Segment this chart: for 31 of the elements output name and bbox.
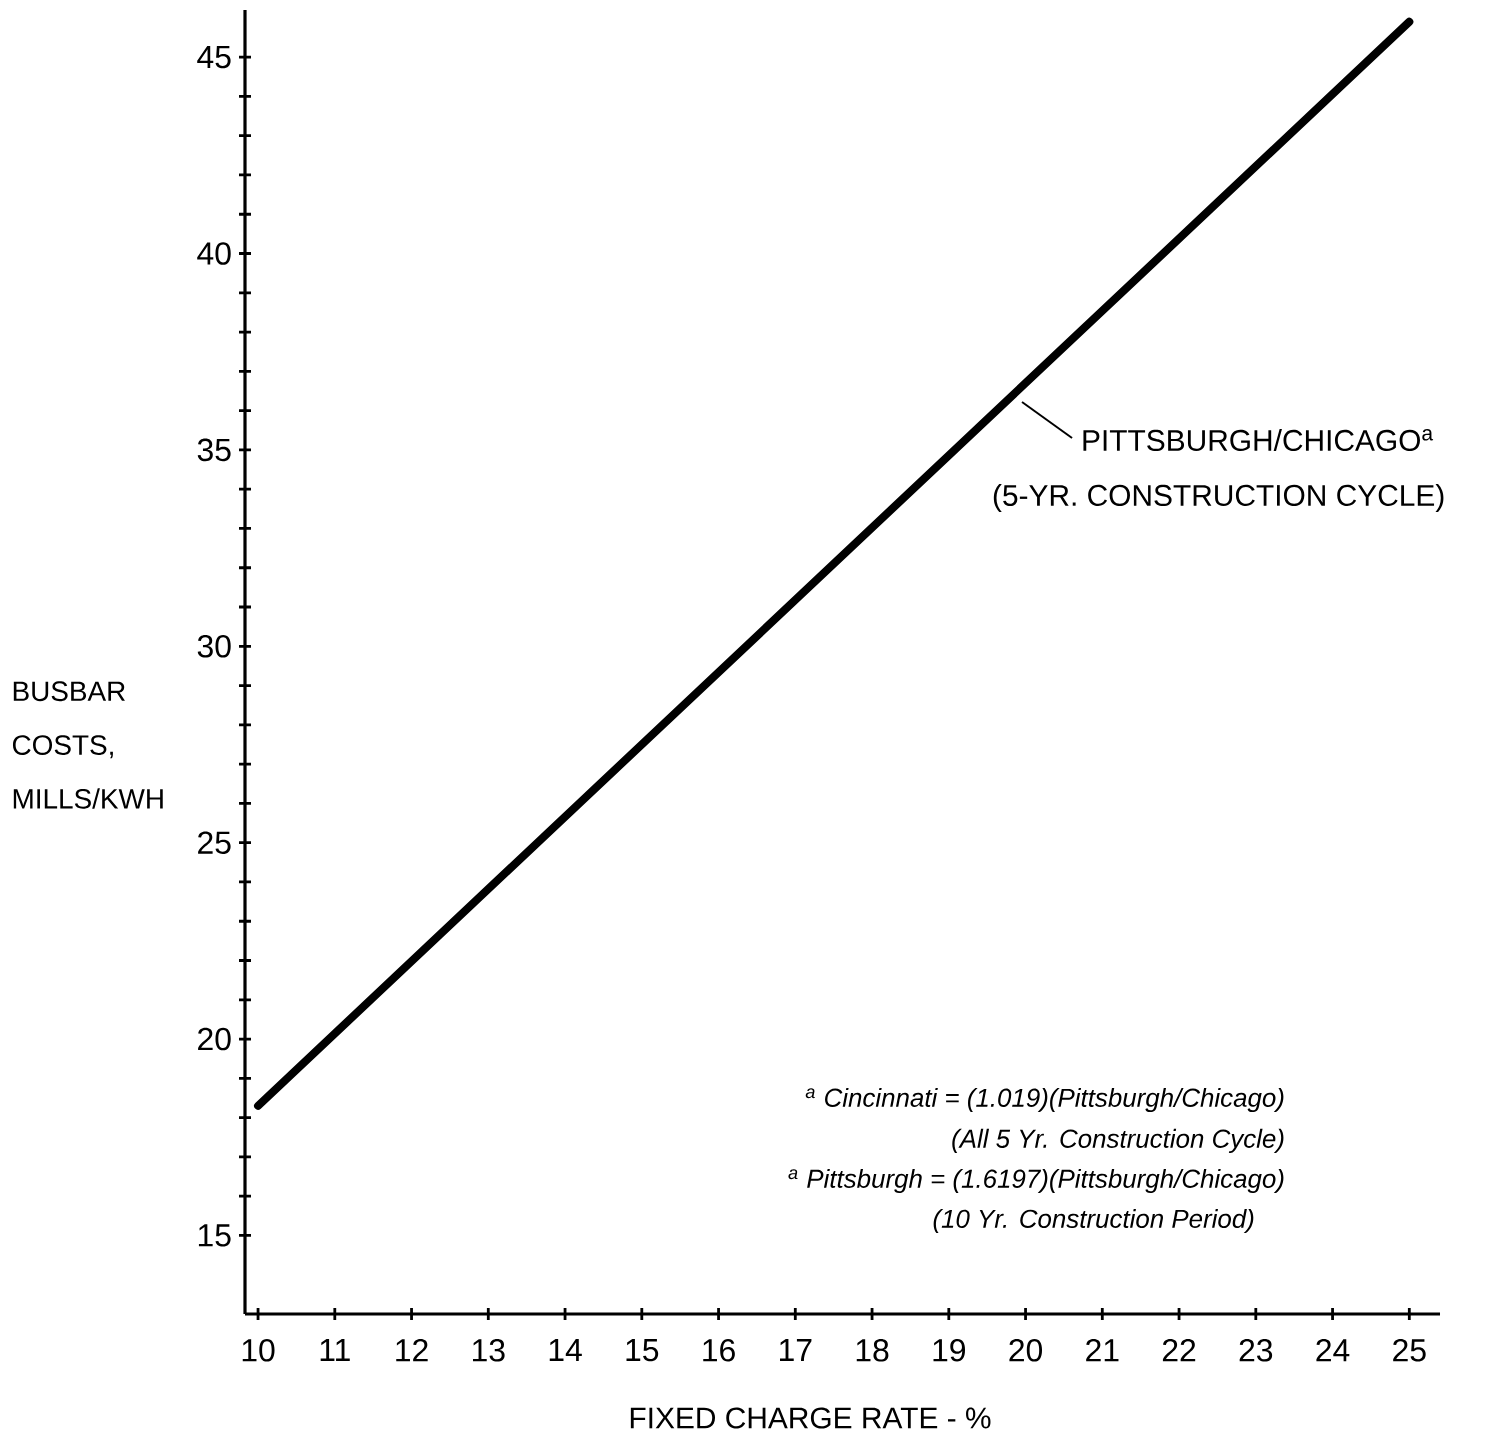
y-tick-label: 40 xyxy=(197,242,231,265)
x-tick-label: 10 xyxy=(242,1339,275,1362)
x-tick-label: 24 xyxy=(1316,1339,1350,1362)
y-tick-label: 20 xyxy=(198,1027,231,1051)
annotation: (5-YR. CONSTRUCTION CYCLE) xyxy=(993,484,1444,512)
annotation: (All 5 Yr. Construction Cycle) xyxy=(952,1128,1284,1154)
x-tick-label: 21 xyxy=(1086,1339,1119,1362)
text: BUSBAR COSTS, MILLS/KWH xyxy=(12,681,163,809)
x-tick-label: 13 xyxy=(473,1339,505,1362)
x-tick-label: 23 xyxy=(1239,1339,1273,1362)
annotation: $^{a}$ Cincinnati = (1.019)(Pittsburgh/Chicago) xyxy=(805,1087,1284,1113)
annotation: (10 Yr. Construction Period) xyxy=(933,1208,1254,1234)
x-tick-label: 20 xyxy=(1009,1339,1043,1362)
x-tick-label: 25 xyxy=(1393,1339,1426,1362)
y-tick-label: 45 xyxy=(197,45,231,69)
x-tick-label: 14 xyxy=(549,1339,582,1361)
x-tick-label: 22 xyxy=(1162,1339,1196,1362)
x-tick-label: 12 xyxy=(396,1339,428,1362)
x-tick-label: 15 xyxy=(626,1339,659,1362)
x-tick-label: 18 xyxy=(856,1339,889,1362)
y-tick-label: 15 xyxy=(198,1224,231,1247)
x-axis-title: FIXED CHARGE RATE - % xyxy=(630,1407,991,1429)
y-tick-label: 30 xyxy=(197,635,231,658)
x-tick-label: 19 xyxy=(933,1339,966,1362)
y-tick-label: 35 xyxy=(197,438,231,462)
legend-label: PITTSBURGH/CHICAGO$^{a}$ xyxy=(1083,429,1434,452)
x-tick-label: 16 xyxy=(703,1339,735,1362)
x-tick-label: 11 xyxy=(320,1339,350,1361)
annotation: $^{a}$ Pittsburgh = (1.6197)(Pittsburgh/Chicago) xyxy=(788,1168,1284,1194)
y-tick-label: 25 xyxy=(198,831,231,854)
x-tick-label: 17 xyxy=(780,1339,812,1361)
